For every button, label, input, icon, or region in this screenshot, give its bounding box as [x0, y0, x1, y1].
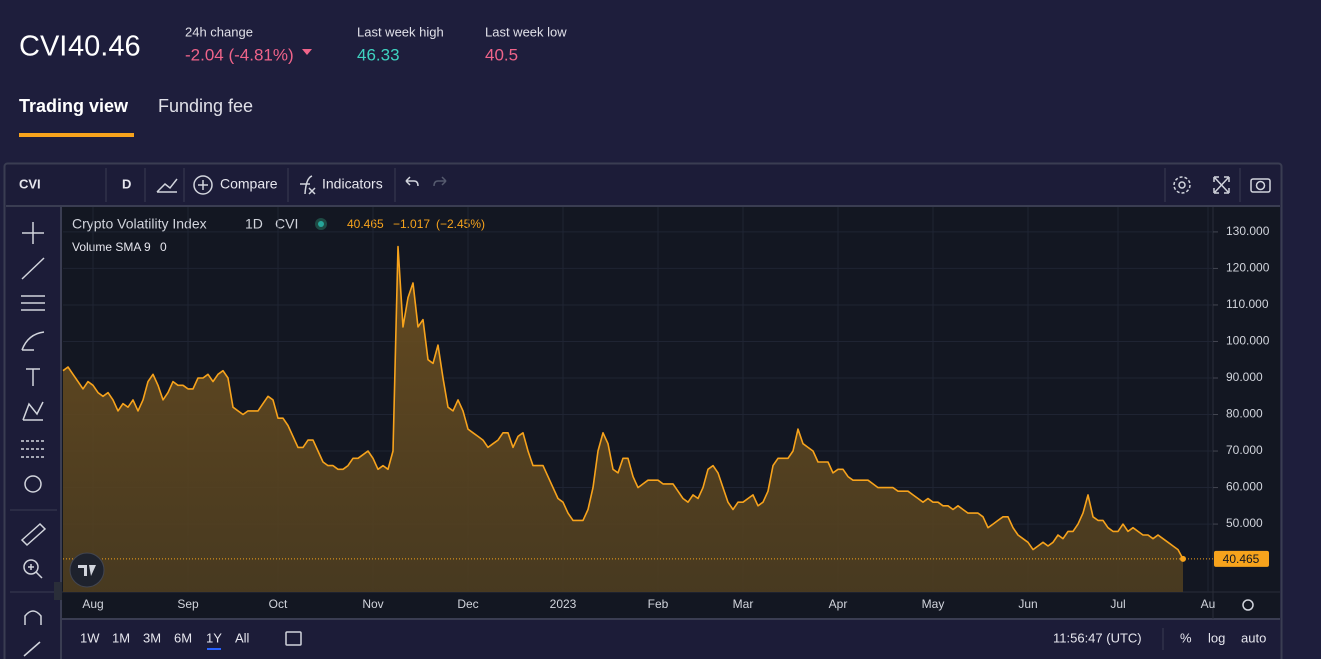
- log-toggle[interactable]: log: [1208, 630, 1225, 645]
- chart-type-icon[interactable]: [156, 178, 178, 193]
- screenshot-icon: [1255, 180, 1266, 191]
- y-tick-label: 60.000: [1226, 480, 1263, 494]
- indicators-button[interactable]: Indicators: [322, 176, 383, 192]
- y-tick-label: 50.000: [1226, 516, 1263, 530]
- area-fill: [63, 246, 1183, 592]
- fullscreen-icon[interactable]: [1213, 176, 1230, 194]
- range-button[interactable]: All: [235, 630, 250, 645]
- date-range-icon[interactable]: [285, 631, 302, 646]
- price: 40.46: [68, 31, 141, 63]
- x-tick-label: Jul: [1110, 597, 1125, 611]
- y-tick-label: 90.000: [1226, 370, 1263, 384]
- plot: 50.000 60.000 70.000 80.000 90.000 100.000 110…: [62, 207, 1270, 611]
- x-tick-label: Feb: [648, 597, 669, 611]
- zoom-tool[interactable]: [23, 559, 39, 575]
- prediction-tool[interactable]: [21, 440, 45, 458]
- pattern-tool[interactable]: [22, 401, 44, 421]
- x-tick-label: May: [922, 597, 945, 611]
- emoji-tool[interactable]: [24, 475, 42, 493]
- x-tick-label: Dec: [457, 597, 478, 611]
- legend-change: −1.017: [393, 217, 430, 231]
- x-tick-label: Oct: [269, 597, 288, 611]
- compare-icon: [198, 180, 208, 190]
- toolbar-interval[interactable]: D: [122, 176, 131, 191]
- y-tick-label: 70.000: [1226, 443, 1263, 457]
- x-tick-label: Sep: [177, 597, 199, 611]
- x-tick-label: Mar: [733, 597, 754, 611]
- y-tick-label: 130.000: [1226, 224, 1270, 238]
- legend-interval: 1D: [245, 216, 263, 232]
- price-line: [62, 245, 1184, 560]
- compare-icon[interactable]: [193, 175, 213, 195]
- clock: 11:56:47 (UTC): [1053, 630, 1142, 645]
- legend-value: 40.465: [347, 217, 384, 231]
- x-tick-label: Au: [1201, 597, 1216, 611]
- last-point: [1180, 555, 1186, 562]
- range-button[interactable]: 1M: [112, 630, 130, 645]
- lock-tool[interactable]: [23, 641, 41, 657]
- last-price-tag: [1214, 550, 1269, 567]
- fib-tool[interactable]: [21, 295, 45, 311]
- stat-label: Last week high: [357, 24, 444, 39]
- screenshot-icon[interactable]: [1250, 178, 1271, 193]
- symbol: CVI: [19, 31, 67, 63]
- legend-title: Crypto Volatility Index: [72, 216, 207, 232]
- ruler-tool[interactable]: [20, 522, 47, 547]
- tab[interactable]: Trading view: [19, 96, 129, 116]
- undo-icon[interactable]: [405, 176, 419, 187]
- y-tick-label: 80.000: [1226, 407, 1263, 421]
- axis-settings-icon[interactable]: [1242, 599, 1254, 611]
- status-dot: [318, 221, 324, 227]
- stat-value: 40.5: [485, 45, 518, 64]
- settings-icon[interactable]: [1173, 176, 1191, 194]
- range-button[interactable]: 1Y: [206, 630, 222, 645]
- redo-icon[interactable]: [433, 176, 447, 187]
- collapse-toggle[interactable]: [54, 582, 62, 600]
- stat-value: -2.04 (-4.81%): [185, 45, 294, 64]
- range-underline: [207, 648, 221, 650]
- y-tick-label: 120.000: [1226, 261, 1270, 275]
- x-tick-label: Apr: [829, 597, 848, 611]
- settings-icon: [1178, 181, 1186, 189]
- stat-label: 24h change: [185, 24, 253, 39]
- x-tick-label: Jun: [1018, 597, 1037, 611]
- x-tick-label: Nov: [362, 597, 383, 611]
- stat-label: Last week low: [485, 24, 567, 39]
- indicators-icon[interactable]: [300, 175, 316, 195]
- range-bar: 1W 1M 3M 6M 1Y All: [80, 630, 250, 645]
- volume-value: 0: [160, 240, 167, 254]
- percent-toggle[interactable]: %: [1180, 630, 1192, 645]
- brush-tool[interactable]: [21, 331, 45, 351]
- magnet-tool[interactable]: [24, 610, 42, 625]
- legend-symbol: CVI: [275, 216, 298, 232]
- last-price-label: 40.465: [1223, 552, 1260, 566]
- logo: [78, 565, 96, 576]
- toolbar-symbol[interactable]: CVI: [19, 176, 41, 191]
- crosshair-tool[interactable]: [22, 222, 44, 244]
- range-button[interactable]: 3M: [143, 630, 161, 645]
- tab-underline: [19, 133, 134, 137]
- compare-button[interactable]: Compare: [220, 176, 278, 192]
- down-arrow: [302, 49, 312, 55]
- tab[interactable]: Funding fee: [158, 96, 253, 116]
- zoom-tool: [28, 564, 43, 579]
- trendline-tool[interactable]: [21, 257, 45, 280]
- text-tool[interactable]: [26, 368, 40, 386]
- legend-change-pct: (−2.45%): [436, 217, 485, 231]
- stat-value: 46.33: [357, 45, 400, 64]
- range-button[interactable]: 1W: [80, 630, 100, 645]
- y-tick-label: 100.000: [1226, 334, 1270, 348]
- x-tick-label: 2023: [550, 597, 577, 611]
- x-tick-label: Aug: [82, 597, 103, 611]
- volume-label: Volume SMA 9: [72, 240, 151, 254]
- y-tick-label: 110.000: [1226, 297, 1269, 311]
- auto-toggle[interactable]: auto: [1241, 630, 1266, 645]
- range-button[interactable]: 6M: [174, 630, 192, 645]
